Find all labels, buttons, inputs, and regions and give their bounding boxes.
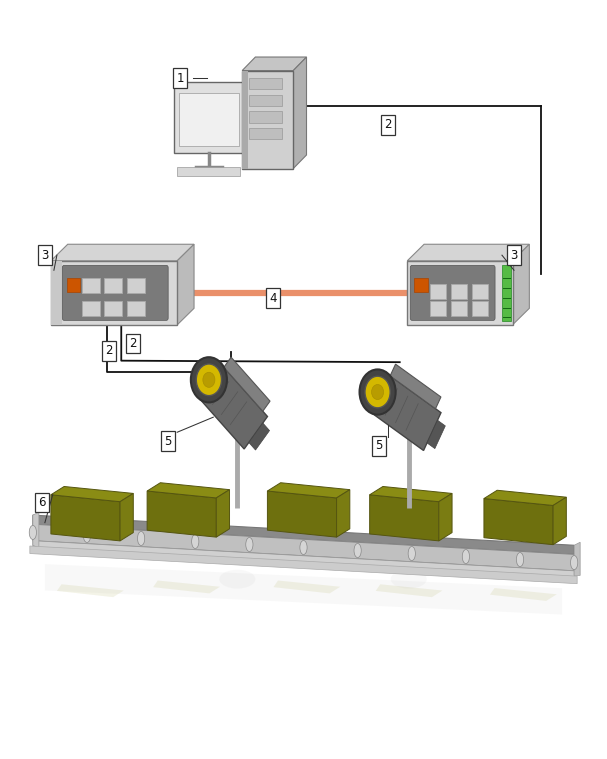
Text: 5: 5	[164, 435, 172, 448]
Polygon shape	[153, 581, 220, 594]
Ellipse shape	[408, 546, 415, 561]
Polygon shape	[224, 357, 270, 411]
FancyBboxPatch shape	[249, 128, 282, 139]
Polygon shape	[216, 490, 229, 537]
Polygon shape	[33, 524, 574, 571]
Ellipse shape	[246, 537, 253, 552]
Polygon shape	[51, 244, 194, 261]
Text: 4: 4	[270, 291, 277, 304]
Ellipse shape	[571, 556, 578, 570]
Polygon shape	[57, 584, 124, 597]
Polygon shape	[427, 420, 446, 449]
FancyBboxPatch shape	[415, 279, 428, 292]
Polygon shape	[376, 584, 443, 597]
FancyBboxPatch shape	[450, 301, 467, 316]
FancyBboxPatch shape	[104, 301, 123, 316]
FancyBboxPatch shape	[104, 278, 123, 293]
Text: 2: 2	[105, 345, 112, 357]
FancyBboxPatch shape	[127, 278, 145, 293]
Ellipse shape	[29, 525, 36, 540]
Ellipse shape	[463, 550, 469, 564]
FancyBboxPatch shape	[81, 301, 100, 316]
Text: 5: 5	[375, 439, 382, 452]
Circle shape	[203, 372, 215, 387]
Polygon shape	[120, 493, 134, 541]
FancyBboxPatch shape	[430, 301, 446, 316]
Polygon shape	[197, 364, 268, 449]
FancyBboxPatch shape	[63, 266, 168, 320]
FancyBboxPatch shape	[249, 78, 282, 90]
Polygon shape	[439, 493, 452, 541]
FancyBboxPatch shape	[81, 278, 100, 293]
Circle shape	[196, 364, 222, 395]
FancyBboxPatch shape	[179, 93, 239, 146]
FancyBboxPatch shape	[410, 266, 495, 320]
Polygon shape	[51, 495, 120, 541]
Circle shape	[365, 376, 390, 408]
FancyBboxPatch shape	[67, 279, 80, 292]
Text: 6: 6	[38, 496, 46, 509]
FancyBboxPatch shape	[501, 265, 511, 321]
Polygon shape	[33, 515, 574, 554]
Ellipse shape	[391, 570, 427, 588]
FancyBboxPatch shape	[407, 261, 512, 325]
Polygon shape	[369, 373, 441, 451]
FancyBboxPatch shape	[242, 71, 293, 168]
Text: 3: 3	[41, 249, 49, 262]
FancyBboxPatch shape	[450, 284, 467, 299]
Ellipse shape	[192, 534, 199, 549]
Polygon shape	[370, 487, 452, 502]
Text: 2: 2	[129, 337, 137, 350]
FancyBboxPatch shape	[51, 261, 177, 325]
FancyBboxPatch shape	[249, 112, 282, 122]
Ellipse shape	[517, 553, 524, 567]
Polygon shape	[45, 564, 562, 615]
Polygon shape	[490, 588, 557, 601]
FancyBboxPatch shape	[51, 261, 62, 325]
Polygon shape	[370, 495, 439, 541]
Ellipse shape	[138, 531, 144, 546]
Polygon shape	[484, 490, 566, 505]
Polygon shape	[177, 244, 194, 325]
FancyBboxPatch shape	[242, 71, 248, 168]
Ellipse shape	[300, 540, 307, 555]
Polygon shape	[268, 483, 350, 498]
Polygon shape	[51, 487, 134, 502]
Text: 3: 3	[510, 249, 518, 262]
Polygon shape	[249, 423, 270, 450]
Polygon shape	[390, 364, 441, 408]
Polygon shape	[553, 497, 566, 545]
Polygon shape	[147, 483, 229, 498]
Ellipse shape	[354, 543, 361, 558]
FancyBboxPatch shape	[127, 301, 145, 316]
Circle shape	[359, 370, 396, 414]
Polygon shape	[268, 491, 336, 537]
FancyBboxPatch shape	[472, 301, 489, 316]
FancyBboxPatch shape	[174, 82, 243, 153]
Polygon shape	[33, 512, 39, 548]
Polygon shape	[242, 57, 307, 71]
FancyBboxPatch shape	[430, 284, 446, 299]
Circle shape	[371, 385, 384, 399]
Polygon shape	[33, 540, 574, 580]
FancyBboxPatch shape	[249, 95, 282, 106]
Polygon shape	[484, 499, 553, 545]
Polygon shape	[574, 542, 580, 575]
Polygon shape	[407, 244, 529, 261]
Polygon shape	[147, 491, 216, 537]
Circle shape	[191, 357, 227, 402]
FancyBboxPatch shape	[472, 284, 489, 299]
Text: 2: 2	[384, 118, 392, 131]
Ellipse shape	[83, 528, 90, 543]
Polygon shape	[273, 581, 341, 594]
Polygon shape	[293, 57, 307, 168]
Polygon shape	[30, 546, 577, 584]
Polygon shape	[512, 244, 529, 325]
Polygon shape	[336, 490, 350, 537]
FancyBboxPatch shape	[177, 167, 240, 176]
Text: 1: 1	[177, 71, 184, 84]
Ellipse shape	[219, 570, 256, 588]
